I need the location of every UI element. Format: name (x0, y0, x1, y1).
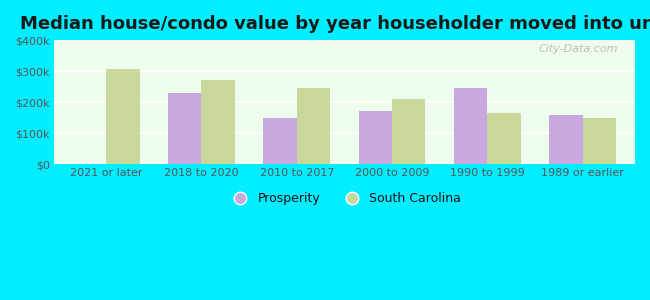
Text: City-Data.com: City-Data.com (538, 44, 617, 54)
Bar (359, 111, 392, 164)
Bar (392, 99, 425, 164)
Bar (582, 118, 616, 164)
Bar (297, 88, 330, 164)
Bar (106, 69, 140, 164)
Bar (263, 118, 297, 164)
Bar (202, 80, 235, 164)
Bar (488, 113, 521, 164)
Title: Median house/condo value by year householder moved into unit: Median house/condo value by year househo… (20, 15, 650, 33)
Legend: Prosperity, South Carolina: Prosperity, South Carolina (223, 187, 466, 210)
Bar (549, 115, 582, 164)
Bar (168, 94, 202, 164)
Bar (454, 88, 488, 164)
